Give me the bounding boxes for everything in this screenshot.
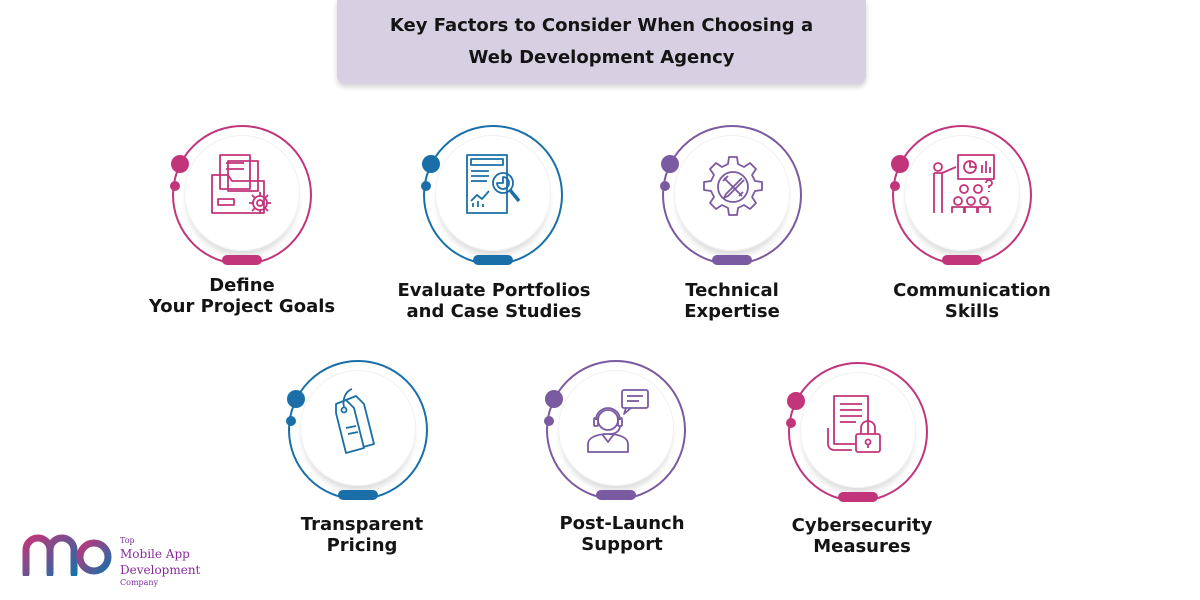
folder-gear-icon <box>208 151 278 221</box>
factor-communication-skills <box>890 125 1032 265</box>
factor-cybersecurity-measures <box>786 362 928 502</box>
factor-post-launch-support <box>544 360 686 500</box>
gear-tools-icon <box>698 151 768 221</box>
factor-evaluate-portfolios <box>421 125 563 265</box>
factor-label-define-goals: Define Your Project Goals <box>148 275 336 317</box>
presentation-icon <box>928 151 998 221</box>
factor-label-technical-expertise: Technical Expertise <box>684 280 780 322</box>
ma-logo-mark <box>22 532 114 576</box>
factor-label-post-launch-support: Post-Launch Support <box>559 513 685 555</box>
factor-transparent-pricing <box>286 360 428 500</box>
support-agent-icon <box>582 386 652 456</box>
title-line-2: Web Development Agency <box>468 47 735 68</box>
factor-label-transparent-pricing: Transparent Pricing <box>300 514 424 556</box>
factor-label-evaluate-portfolios: Evaluate Portfolios and Case Studies <box>397 280 591 322</box>
price-tags-icon <box>324 386 394 456</box>
document-lock-icon <box>824 388 894 458</box>
factor-label-communication-skills: Communication Skills <box>893 280 1051 322</box>
title-line-1: Key Factors to Consider When Choosing a <box>389 15 814 36</box>
factor-label-cybersecurity-measures: Cybersecurity Measures <box>791 515 933 557</box>
title-banner: Key Factors to Consider When Choosing a … <box>337 0 866 84</box>
company-logo: Top Mobile App Development Company <box>22 532 262 587</box>
factor-technical-expertise <box>660 125 802 265</box>
factor-define-goals <box>170 125 312 265</box>
report-magnifier-icon <box>459 151 529 221</box>
logo-text-main: Mobile App Development <box>120 547 201 577</box>
logo-text-company: Company <box>120 578 159 587</box>
logo-text-top: Top <box>120 536 135 545</box>
